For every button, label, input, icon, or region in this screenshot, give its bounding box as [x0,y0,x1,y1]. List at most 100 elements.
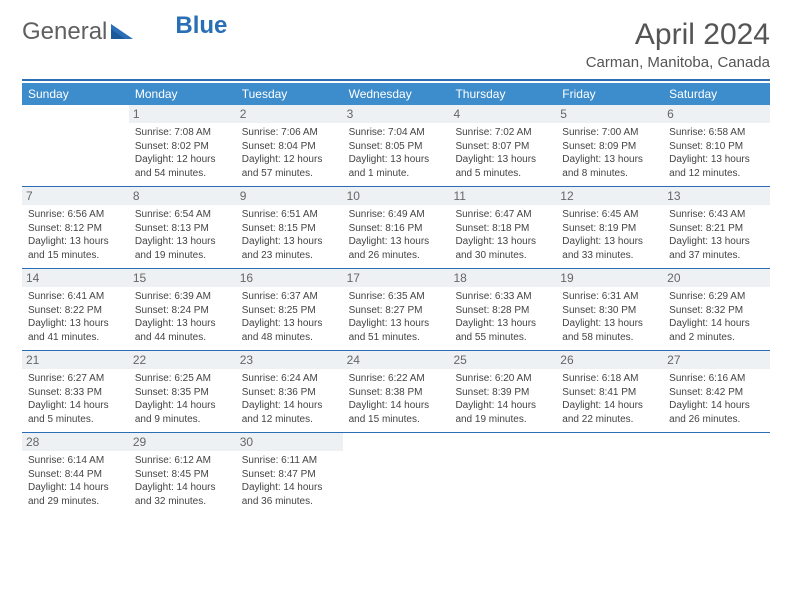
day-cell: 16 Sunrise: 6:37 AMSunset: 8:25 PMDayligh… [236,269,343,350]
day-details: Sunrise: 6:31 AMSunset: 8:30 PMDaylight:… [562,290,657,344]
day-number: 21 [22,351,129,369]
day-details: Sunrise: 7:02 AMSunset: 8:07 PMDaylight:… [455,126,550,180]
day-details: Sunrise: 6:14 AMSunset: 8:44 PMDaylight:… [28,454,123,508]
day-cell: 13Sunrise: 6:43 AMSunset: 8:21 PMDayligh… [663,187,770,268]
day-details: Sunrise: 6:54 AMSunset: 8:13 PMDaylight:… [135,208,230,262]
day-details: Sunrise: 6:56 AMSunset: 8:12 PMDaylight:… [28,208,123,262]
day-cell [449,433,556,514]
day-header-row: Sunday Monday Tuesday Wednesday Thursday… [22,83,770,105]
day-details: Sunrise: 7:06 AMSunset: 8:04 PMDaylight:… [242,126,337,180]
day-number: 24 [343,351,450,369]
day-cell [556,433,663,514]
day-details: Sunrise: 7:04 AMSunset: 8:05 PMDaylight:… [349,126,444,180]
day-details: Sunrise: 6:22 AMSunset: 8:38 PMDaylight:… [349,372,444,426]
day-number: 17 [343,269,450,287]
day-cell: 1 Sunrise: 7:08 AMSunset: 8:02 PMDaylight… [129,105,236,186]
day-cell: 19 Sunrise: 6:31 AMSunset: 8:30 PMDayligh… [556,269,663,350]
day-details: Sunrise: 6:11 AMSunset: 8:47 PMDaylight:… [242,454,337,508]
day-details: Sunrise: 6:51 AMSunset: 8:15 PMDaylight:… [242,208,337,262]
day-cell: 18 Sunrise: 6:33 AMSunset: 8:28 PMDayligh… [449,269,556,350]
logo-triangle-icon [111,18,133,46]
day-number: 1 [129,105,236,123]
day-number: 18 [449,269,556,287]
day-number: 23 [236,351,343,369]
day-details: Sunrise: 6:58 AMSunset: 8:10 PMDaylight:… [669,126,764,180]
day-cell: 6 Sunrise: 6:58 AMSunset: 8:10 PMDaylight… [663,105,770,186]
day-cell: 26Sunrise: 6:18 AMSunset: 8:41 PMDayligh… [556,351,663,432]
day-number: 11 [449,187,556,205]
location: Carman, Manitoba, Canada [586,54,770,71]
day-number: 19 [556,269,663,287]
day-details: Sunrise: 6:43 AMSunset: 8:21 PMDaylight:… [669,208,764,262]
day-cell: 27 Sunrise: 6:16 AMSunset: 8:42 PMDayligh… [663,351,770,432]
day-number: 12 [556,187,663,205]
day-details: Sunrise: 6:16 AMSunset: 8:42 PMDaylight:… [669,372,764,426]
month-title: April 2024 [586,18,770,52]
week-row: 1 Sunrise: 7:08 AMSunset: 8:02 PMDaylight… [22,105,770,187]
day-number: 6 [663,105,770,123]
day-cell: 9 Sunrise: 6:51 AMSunset: 8:15 PMDaylight… [236,187,343,268]
day-cell: 4 Sunrise: 7:02 AMSunset: 8:07 PMDaylight… [449,105,556,186]
day-cell [663,433,770,514]
day-number: 26 [556,351,663,369]
dh-mon: Monday [129,83,236,105]
day-cell: 23Sunrise: 6:24 AMSunset: 8:36 PMDayligh… [236,351,343,432]
day-details: Sunrise: 6:33 AMSunset: 8:28 PMDaylight:… [455,290,550,344]
day-cell: 21 Sunrise: 6:27 AMSunset: 8:33 PMDayligh… [22,351,129,432]
day-details: Sunrise: 6:25 AMSunset: 8:35 PMDaylight:… [135,372,230,426]
dh-tue: Tuesday [236,83,343,105]
day-number: 2 [236,105,343,123]
week-row: 7Sunrise: 6:56 AMSunset: 8:12 PMDaylight… [22,187,770,269]
dh-sun: Sunday [22,83,129,105]
day-number: 28 [22,433,129,451]
day-details: Sunrise: 6:39 AMSunset: 8:24 PMDaylight:… [135,290,230,344]
logo-word1: General [22,18,107,46]
day-cell [343,433,450,514]
day-cell: 20Sunrise: 6:29 AMSunset: 8:32 PMDayligh… [663,269,770,350]
day-cell: 15Sunrise: 6:39 AMSunset: 8:24 PMDayligh… [129,269,236,350]
day-cell: 28 Sunrise: 6:14 AMSunset: 8:44 PMDayligh… [22,433,129,514]
day-number: 29 [129,433,236,451]
day-number: 5 [556,105,663,123]
day-number: 16 [236,269,343,287]
logo: General Blue [22,18,227,46]
day-cell: 29Sunrise: 6:12 AMSunset: 8:45 PMDayligh… [129,433,236,514]
day-cell: 14Sunrise: 6:41 AMSunset: 8:22 PMDayligh… [22,269,129,350]
day-details: Sunrise: 6:49 AMSunset: 8:16 PMDaylight:… [349,208,444,262]
day-cell: 12 Sunrise: 6:45 AMSunset: 8:19 PMDayligh… [556,187,663,268]
day-number: 20 [663,269,770,287]
day-number: 10 [343,187,450,205]
day-cell: 25 Sunrise: 6:20 AMSunset: 8:39 PMDayligh… [449,351,556,432]
calendar-body: 1 Sunrise: 7:08 AMSunset: 8:02 PMDaylight… [22,105,770,514]
day-number: 25 [449,351,556,369]
day-details: Sunrise: 6:41 AMSunset: 8:22 PMDaylight:… [28,290,123,344]
day-cell: 8Sunrise: 6:54 AMSunset: 8:13 PMDaylight… [129,187,236,268]
day-cell [22,105,129,186]
dh-fri: Friday [556,83,663,105]
header: General Blue April 2024 Carman, Manitoba… [22,18,770,71]
day-number: 9 [236,187,343,205]
day-number: 22 [129,351,236,369]
day-details: Sunrise: 6:45 AMSunset: 8:19 PMDaylight:… [562,208,657,262]
day-number: 27 [663,351,770,369]
title-block: April 2024 Carman, Manitoba, Canada [586,18,770,71]
day-details: Sunrise: 6:37 AMSunset: 8:25 PMDaylight:… [242,290,337,344]
day-cell: 10 Sunrise: 6:49 AMSunset: 8:16 PMDayligh… [343,187,450,268]
day-cell: 5 Sunrise: 7:00 AMSunset: 8:09 PMDaylight… [556,105,663,186]
day-number: 4 [449,105,556,123]
day-details: Sunrise: 7:08 AMSunset: 8:02 PMDaylight:… [135,126,230,180]
day-details: Sunrise: 7:00 AMSunset: 8:09 PMDaylight:… [562,126,657,180]
day-cell: 24 Sunrise: 6:22 AMSunset: 8:38 PMDayligh… [343,351,450,432]
dh-sat: Saturday [663,83,770,105]
week-row: 14Sunrise: 6:41 AMSunset: 8:22 PMDayligh… [22,269,770,351]
day-details: Sunrise: 6:20 AMSunset: 8:39 PMDaylight:… [455,372,550,426]
day-number: 3 [343,105,450,123]
day-details: Sunrise: 6:35 AMSunset: 8:27 PMDaylight:… [349,290,444,344]
day-cell: 3 Sunrise: 7:04 AMSunset: 8:05 PMDaylight… [343,105,450,186]
day-details: Sunrise: 6:27 AMSunset: 8:33 PMDaylight:… [28,372,123,426]
day-cell: 22 Sunrise: 6:25 AMSunset: 8:35 PMDayligh… [129,351,236,432]
dh-thu: Thursday [449,83,556,105]
divider [22,79,770,81]
day-cell: 17 Sunrise: 6:35 AMSunset: 8:27 PMDayligh… [343,269,450,350]
day-cell: 30Sunrise: 6:11 AMSunset: 8:47 PMDayligh… [236,433,343,514]
